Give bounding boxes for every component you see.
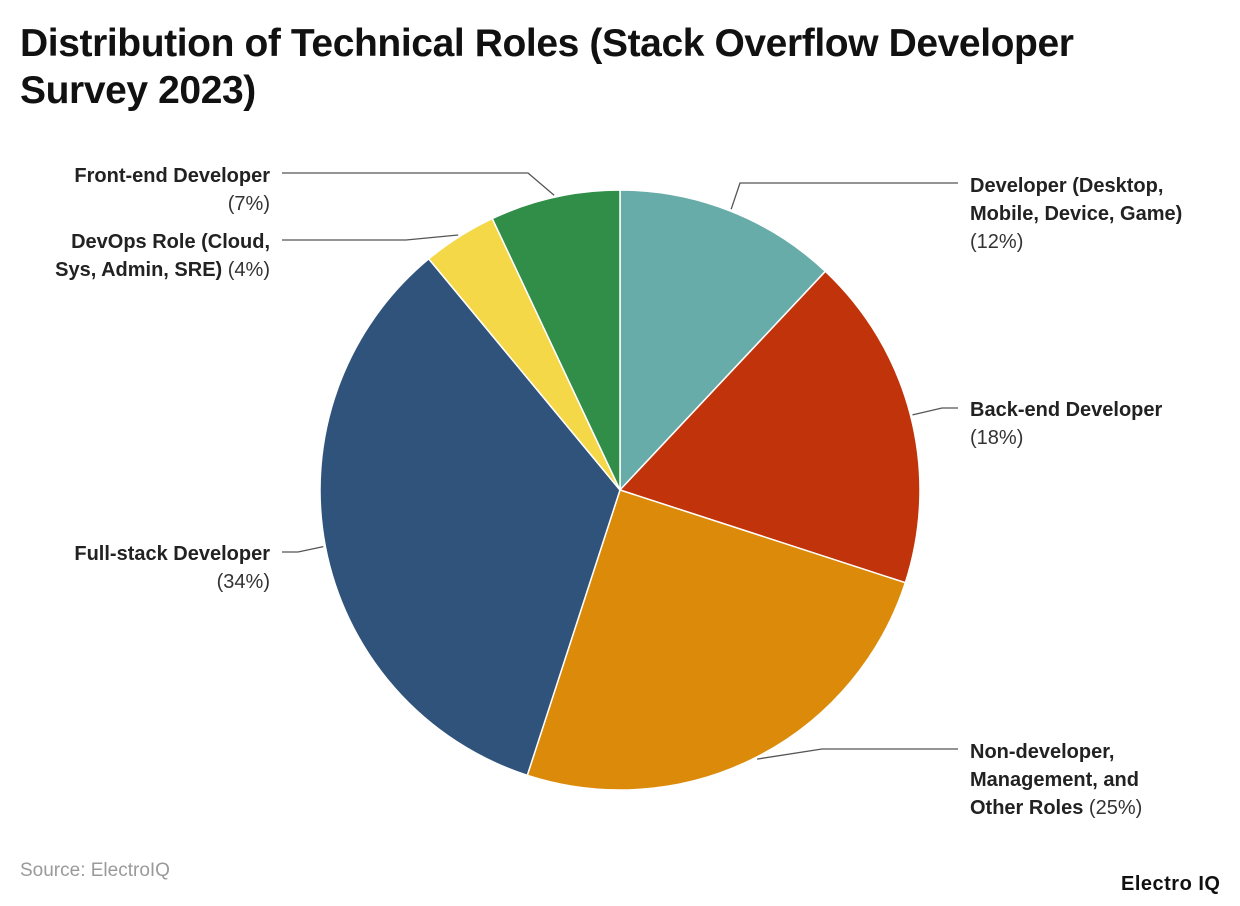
- slice-label-line: Full-stack Developer: [74, 543, 270, 565]
- slice-label-full-stack-developer: Full-stack Developer (34%): [74, 543, 270, 593]
- slice-label-developer-desktop-mobile-device-game: Developer (Desktop, Mobile, Device, Game)…: [970, 175, 1182, 253]
- leader-line-back-end-developer: [912, 407, 958, 416]
- slice-label-line: Non-developer,: [970, 741, 1114, 763]
- leader-line-developer-desktop-mobile-device-game: [730, 182, 958, 210]
- slice-label-line: Mobile, Device, Game): [970, 203, 1182, 225]
- pie-slice-back-end-developer: [618, 270, 921, 584]
- slice-label-devops-role-cloud-sys-admin-sre: DevOps Role (Cloud, Sys, Admin, SRE) (4%): [55, 231, 270, 281]
- slice-value-label: (12%): [970, 231, 1023, 253]
- leader-line-full-stack-developer: [282, 545, 324, 553]
- pie-slice-front-end-developer: [491, 189, 621, 491]
- leader-line-front-end-developer: [282, 172, 555, 196]
- slice-value-label: (34%): [217, 571, 270, 593]
- brand-logo: Electro IQ: [1121, 873, 1221, 895]
- pie-slice-non-developer-management-and-other-roles: [526, 489, 907, 791]
- pie-slices: [319, 189, 921, 791]
- slice-label-line: Management, and: [970, 769, 1139, 791]
- slice-value-label: (18%): [970, 427, 1023, 449]
- slice-value-label: (4%): [222, 259, 270, 281]
- slice-label-non-developer-management-and-other-roles: Non-developer, Management, and Other Roles…: [970, 741, 1142, 819]
- slice-label-line: Sys, Admin, SRE): [55, 259, 222, 281]
- slice-label-line: Other Roles: [970, 797, 1083, 819]
- slice-label-line: Developer (Desktop,: [970, 175, 1163, 197]
- chart-title: Distribution of Technical Roles (Stack O…: [20, 22, 1074, 112]
- slice-value-label: (7%): [228, 193, 270, 215]
- leader-line-devops-role-cloud-sys-admin-sre: [282, 234, 459, 241]
- slice-label-back-end-developer: Back-end Developer (18%): [970, 399, 1163, 449]
- leader-line-non-developer-management-and-other-roles: [757, 748, 958, 760]
- pie-slice-developer-desktop-mobile-device-game: [619, 189, 827, 492]
- slice-label-line: Front-end Developer: [74, 165, 270, 187]
- slice-value-label: (25%): [1083, 797, 1142, 819]
- slice-label-line: DevOps Role (Cloud,: [71, 231, 270, 253]
- pie-slice-full-stack-developer: [319, 257, 621, 777]
- slice-label-line: Back-end Developer: [970, 399, 1163, 421]
- pie-labels: Developer (Desktop, Mobile, Device, Game)…: [55, 165, 1182, 819]
- source-note: Source: ElectroIQ: [20, 860, 170, 881]
- slice-label-front-end-developer: Front-end Developer (7%): [74, 165, 270, 215]
